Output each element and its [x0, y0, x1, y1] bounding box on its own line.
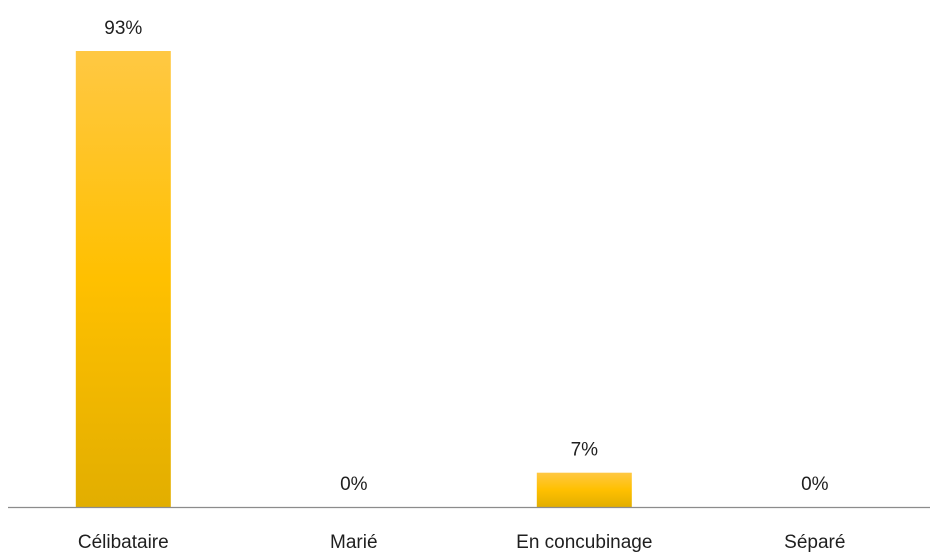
bar-0 — [75, 51, 171, 507]
x-tick-label-2: En concubinage — [516, 532, 652, 553]
x-tick-label-1: Marié — [330, 532, 378, 553]
bar-2 — [536, 472, 632, 507]
x-tick-labels-group: Célibataire Marié En concubinage Séparé — [78, 532, 846, 553]
data-label-3: 0% — [801, 474, 829, 495]
bars-group — [75, 51, 632, 507]
x-tick-label-3: Séparé — [784, 532, 845, 553]
data-labels-group: 93% 0% 7% 0% — [104, 18, 828, 495]
data-label-1: 0% — [340, 474, 368, 495]
x-tick-label-0: Célibataire — [78, 532, 169, 553]
data-label-0: 93% — [104, 18, 142, 39]
data-label-2: 7% — [571, 440, 599, 461]
